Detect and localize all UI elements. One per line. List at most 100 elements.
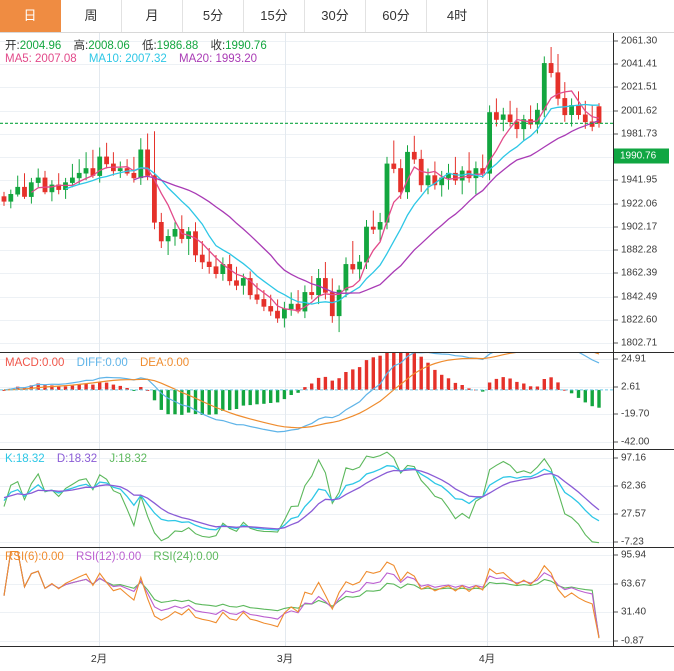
rsi-panel[interactable]: 95.94 63.67 31.40 -0.87	[0, 548, 674, 646]
price-axis-tick: 1902.17	[621, 221, 658, 233]
rsi-axis-tickmark	[614, 640, 618, 642]
candlestick-plot[interactable]	[0, 33, 613, 352]
price-axis-tick: 1862.39	[621, 267, 658, 279]
close-value: 1990.76	[225, 40, 267, 52]
price-axis-tick: 1842.49	[621, 291, 658, 302]
price-axis-tick: 1981.73	[621, 128, 658, 140]
price-axis-tick: 2061.30	[621, 35, 658, 47]
tab-4[interactable]: 15分	[244, 0, 305, 32]
kdj-axis-tick: 97.16	[621, 452, 647, 464]
panel-divider-price-macd	[0, 352, 674, 353]
current-price-badge: 1990.76	[614, 148, 669, 164]
gridline-vertical	[285, 33, 286, 352]
gridline-horizontal	[0, 250, 613, 251]
rsi6-value-label: RSI(6):0.00	[5, 551, 64, 563]
gridline-vertical	[487, 450, 488, 547]
price-axis-tickmark	[614, 179, 618, 181]
tab-3[interactable]: 5分	[183, 0, 244, 32]
tab-7[interactable]: 4时	[427, 0, 488, 32]
gridline-horizontal	[0, 342, 613, 344]
price-axis-tickmark	[614, 86, 618, 88]
panel-divider-macd-kdj	[0, 449, 674, 450]
gridline-vertical	[487, 33, 488, 352]
price-axis-tickmark	[614, 319, 618, 321]
tab-0[interactable]: 日	[0, 0, 61, 32]
gridline-vertical	[99, 33, 100, 352]
x-axis-label-0: 2月	[90, 653, 108, 665]
low-value: 1986.88	[156, 40, 199, 52]
panel-divider-rsi-xaxis	[0, 646, 674, 647]
gridline-horizontal	[0, 273, 613, 275]
kdj-plot[interactable]	[0, 450, 613, 547]
price-y-axis: 2061.302041.412021.512001.621981.731961.…	[613, 33, 674, 352]
tab-6[interactable]: 60分	[366, 0, 427, 32]
rsi-axis-tickmark	[614, 611, 618, 613]
kdj-panel[interactable]: 97.16 62.36 27.57 -7.23	[0, 450, 674, 547]
gridline-horizontal	[0, 612, 613, 614]
price-axis-tickmark	[614, 40, 618, 42]
tab-1[interactable]: 周	[61, 0, 122, 32]
low-label: 低:	[141, 40, 157, 52]
gridline-vertical	[285, 548, 286, 646]
tab-5[interactable]: 30分	[305, 0, 366, 32]
kdj-axis-tick: 27.57	[621, 508, 647, 520]
rsi-axis-tickmark	[614, 583, 618, 585]
macd-panel[interactable]: 24.91 2.61 -19.70 -42.00	[0, 353, 674, 449]
price-axis-tick: 1922.06	[621, 198, 658, 210]
gridline-horizontal	[0, 555, 613, 557]
candlestick-panel[interactable]: 2061.302041.412021.512001.621981.731961.…	[0, 33, 674, 352]
gridline-horizontal	[0, 40, 613, 42]
dea-value-label: DEA:0.00	[139, 357, 190, 369]
price-axis-tick: 2041.41	[621, 58, 658, 70]
gridline-horizontal	[0, 414, 613, 416]
rsi12-value-label: RSI(12):0.00	[76, 551, 142, 563]
rsi-header: RSI(6):0.00 RSI(12):0.00 RSI(24):0.00	[5, 551, 228, 563]
price-axis-tickmark	[614, 63, 618, 65]
gridline-horizontal	[0, 542, 613, 544]
price-axis-tickmark	[614, 203, 618, 205]
panel-divider-kdj-rsi	[0, 547, 674, 548]
kdj-axis-tickmark	[614, 457, 618, 459]
timeframe-tab-bar[interactable]: 日周月 5分 15分 30分 60分 4时	[0, 0, 674, 33]
j-value-label: J:18.32	[109, 453, 148, 465]
price-axis-tick: 1802.71	[621, 337, 658, 349]
tab-2[interactable]: 月	[122, 0, 183, 32]
gridline-horizontal	[0, 319, 613, 321]
k-value-label: K:18.32	[5, 453, 45, 465]
gridline-vertical	[99, 353, 100, 449]
chart-area[interactable]: 2061.302041.412021.512001.621981.731961.…	[0, 33, 674, 669]
gridline-horizontal	[0, 640, 613, 642]
rsi-plot[interactable]	[0, 548, 613, 646]
gridline-horizontal	[0, 457, 613, 459]
quote-header: 开:2004.96 高:2008.06 低:1986.88 收:1990.76	[5, 37, 276, 53]
gridline-horizontal	[0, 486, 613, 488]
gridline-horizontal	[0, 441, 613, 443]
gridline-vertical	[487, 353, 488, 449]
price-axis-tick: 2021.51	[621, 81, 658, 93]
d-value-label: D:18.32	[56, 453, 98, 465]
price-axis-tick: 1882.28	[621, 244, 658, 256]
rsi-axis-tick: -0.87	[621, 635, 644, 646]
ma20-label: MA20: 1993.20	[179, 53, 258, 65]
kdj-axis-tick: -7.23	[621, 536, 644, 547]
kdj-axis-tick: 62.36	[621, 480, 647, 492]
gridline-horizontal	[0, 133, 613, 135]
gridline-horizontal	[0, 64, 613, 66]
price-axis-tickmark	[614, 272, 618, 274]
macd-value-label: MACD:0.00	[5, 357, 65, 369]
open-value: 2004.96	[19, 40, 62, 52]
diff-value-label: DIFF:0.00	[76, 357, 128, 369]
macd-axis-tickmark	[614, 441, 618, 443]
gridline-vertical	[285, 450, 286, 547]
macd-axis-tick: -42.00	[621, 436, 650, 448]
macd-y-axis: 24.91 2.61 -19.70 -42.00	[613, 353, 674, 449]
price-axis-tickmark	[614, 249, 618, 251]
macd-plot[interactable]	[0, 353, 613, 449]
macd-axis-tick: 24.91	[621, 353, 647, 365]
price-axis-tick: 1822.60	[621, 314, 658, 326]
macd-axis-tickmark	[614, 413, 618, 415]
high-value: 2008.06	[88, 40, 130, 52]
ma5-label: MA5: 2007.08	[5, 53, 77, 65]
high-label: 高:	[73, 40, 89, 52]
price-axis-tickmark	[614, 296, 618, 297]
